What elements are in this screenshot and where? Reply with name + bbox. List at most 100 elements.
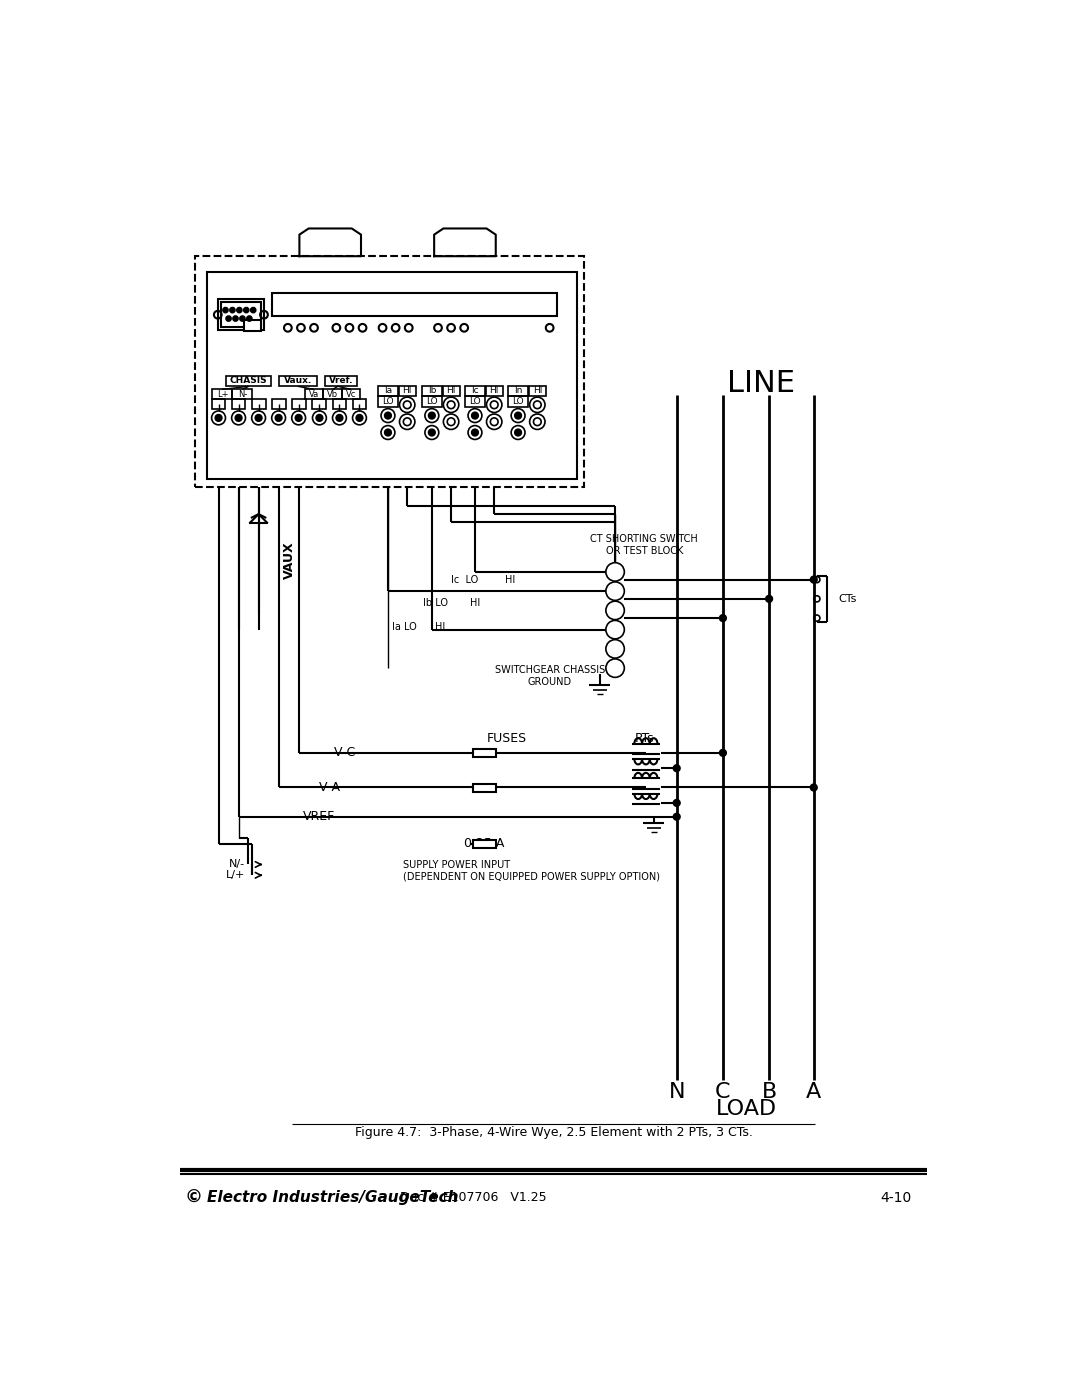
- Bar: [378, 386, 397, 397]
- Circle shape: [472, 429, 478, 436]
- Circle shape: [606, 640, 624, 658]
- Text: Ic  LO: Ic LO: [451, 576, 478, 585]
- Text: Doc # E107706   V1.25: Doc # E107706 V1.25: [392, 1192, 546, 1204]
- Text: V A: V A: [319, 781, 339, 793]
- Bar: [473, 749, 496, 757]
- Circle shape: [316, 415, 323, 420]
- Bar: [465, 386, 485, 397]
- Bar: [422, 386, 442, 397]
- Text: Va: Va: [309, 390, 320, 398]
- Text: N/-: N/-: [229, 859, 245, 869]
- Bar: [473, 784, 496, 792]
- Text: Vb: Vb: [327, 390, 338, 398]
- Bar: [529, 386, 545, 397]
- Circle shape: [216, 415, 221, 420]
- Bar: [305, 390, 323, 400]
- Bar: [226, 376, 271, 387]
- Bar: [272, 293, 556, 316]
- Bar: [252, 400, 266, 409]
- Bar: [465, 397, 485, 407]
- Text: FUSES: FUSES: [487, 732, 527, 746]
- Text: L+: L+: [217, 390, 228, 398]
- Text: VAUX: VAUX: [283, 542, 296, 580]
- Circle shape: [226, 316, 231, 321]
- Circle shape: [244, 307, 248, 313]
- Bar: [422, 397, 442, 407]
- Circle shape: [224, 307, 228, 313]
- Text: N: N: [669, 1081, 685, 1102]
- Text: N-: N-: [238, 390, 247, 398]
- Text: Ib LO: Ib LO: [422, 598, 447, 609]
- Bar: [399, 386, 416, 397]
- Text: V C: V C: [334, 746, 355, 760]
- Text: Electro Industries/GaugeTech: Electro Industries/GaugeTech: [207, 1190, 459, 1206]
- Bar: [207, 271, 577, 479]
- Bar: [272, 400, 285, 409]
- Text: HI: HI: [435, 622, 446, 631]
- Circle shape: [240, 316, 245, 321]
- Bar: [220, 302, 261, 327]
- Circle shape: [606, 659, 624, 678]
- Circle shape: [233, 316, 238, 321]
- Text: Vref.: Vref.: [328, 376, 353, 386]
- Circle shape: [251, 307, 256, 313]
- Circle shape: [256, 415, 261, 420]
- Bar: [232, 390, 253, 400]
- Circle shape: [384, 412, 391, 419]
- Circle shape: [230, 307, 234, 313]
- Circle shape: [429, 429, 435, 436]
- Text: Vaux.: Vaux.: [284, 376, 312, 386]
- Bar: [486, 386, 502, 397]
- Text: Ic: Ic: [471, 387, 478, 395]
- Bar: [218, 299, 264, 330]
- Circle shape: [719, 615, 726, 622]
- Bar: [508, 397, 528, 407]
- Bar: [312, 400, 326, 409]
- Text: VREF: VREF: [303, 810, 336, 823]
- Text: PTs: PTs: [634, 732, 654, 746]
- Bar: [473, 840, 496, 848]
- Bar: [212, 400, 226, 409]
- Circle shape: [275, 415, 282, 420]
- Text: In: In: [514, 387, 523, 395]
- Circle shape: [674, 766, 679, 771]
- Text: LO: LO: [382, 397, 394, 407]
- Circle shape: [811, 577, 816, 583]
- Circle shape: [384, 429, 391, 436]
- Text: L/+: L/+: [226, 870, 245, 880]
- Bar: [213, 390, 232, 400]
- Circle shape: [674, 800, 679, 806]
- Text: 0.25 A: 0.25 A: [464, 837, 504, 851]
- Circle shape: [811, 784, 816, 791]
- Bar: [333, 400, 347, 409]
- Text: LO: LO: [512, 397, 524, 407]
- Circle shape: [606, 601, 624, 620]
- Circle shape: [235, 415, 242, 420]
- Text: LOAD: LOAD: [715, 1098, 777, 1119]
- Circle shape: [472, 412, 478, 419]
- Bar: [325, 376, 357, 387]
- Text: Figure 4.7:  3-Phase, 4-Wire Wye, 2.5 Element with 2 PTs, 3 CTs.: Figure 4.7: 3-Phase, 4-Wire Wye, 2.5 Ele…: [354, 1126, 753, 1139]
- Circle shape: [247, 316, 252, 321]
- Bar: [292, 400, 306, 409]
- Text: SUPPLY POWER INPUT
(DEPENDENT ON EQUIPPED POWER SUPPLY OPTION): SUPPLY POWER INPUT (DEPENDENT ON EQUIPPE…: [403, 859, 660, 882]
- Text: HI: HI: [470, 598, 481, 609]
- Circle shape: [719, 750, 726, 756]
- Circle shape: [606, 583, 624, 601]
- Circle shape: [515, 429, 522, 436]
- Bar: [352, 400, 366, 409]
- Text: HI: HI: [446, 387, 456, 395]
- Circle shape: [674, 813, 679, 820]
- Circle shape: [237, 307, 242, 313]
- Text: CHASIS: CHASIS: [230, 376, 268, 386]
- Text: 4-10: 4-10: [880, 1190, 912, 1204]
- Bar: [195, 256, 584, 488]
- Text: HI: HI: [504, 576, 515, 585]
- Bar: [508, 386, 528, 397]
- Text: HI: HI: [532, 387, 542, 395]
- Bar: [279, 376, 318, 387]
- Circle shape: [429, 412, 435, 419]
- Text: C: C: [715, 1081, 731, 1102]
- Circle shape: [356, 415, 363, 420]
- Text: HI: HI: [403, 387, 411, 395]
